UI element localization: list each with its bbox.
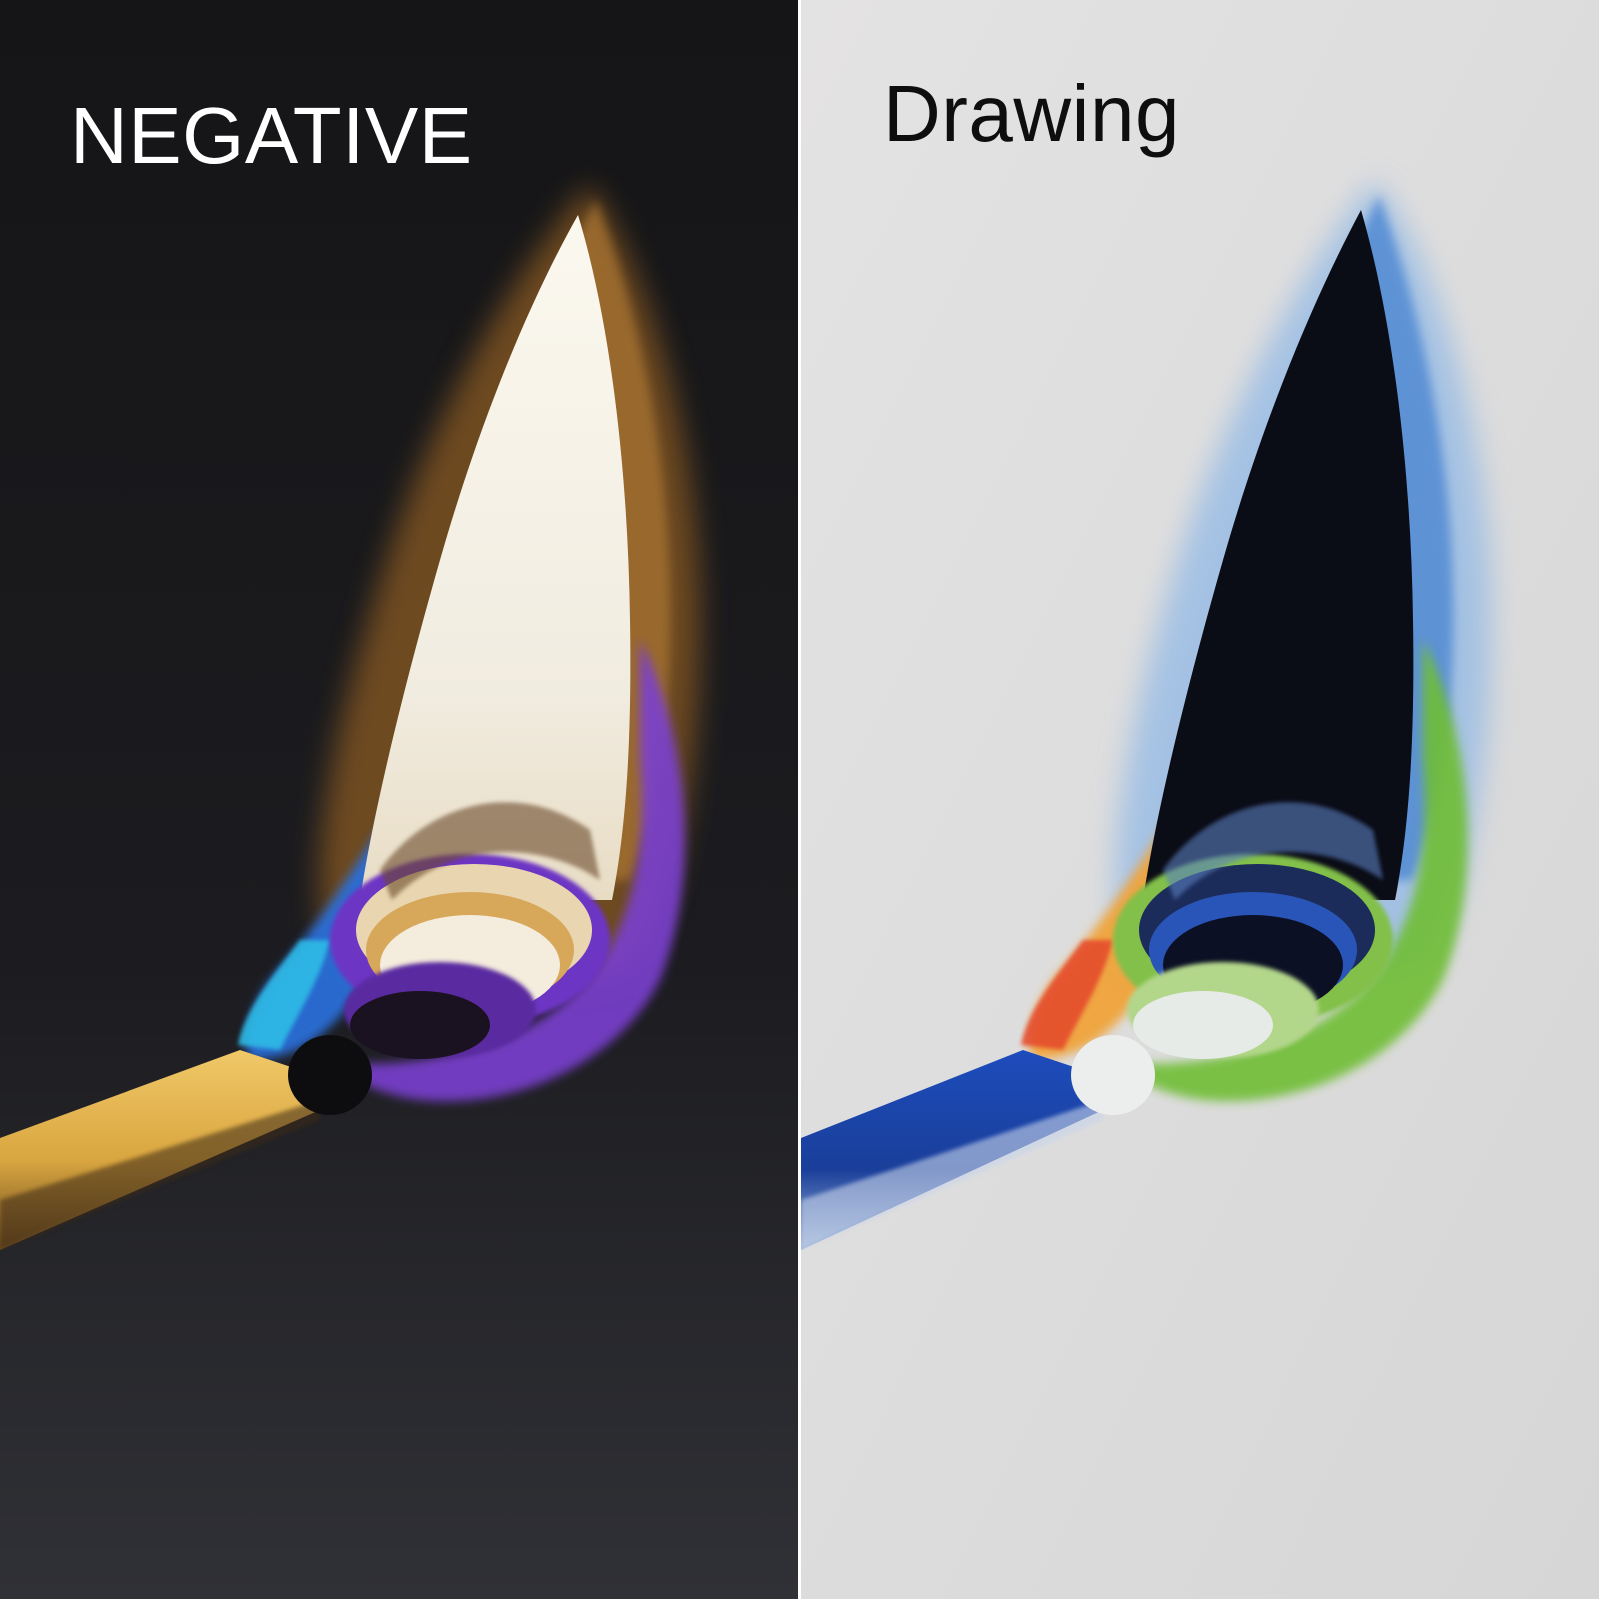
matchstick-drawing <box>801 1035 1155 1250</box>
drawing-label: Drawing <box>883 69 1180 158</box>
flame-negative <box>238 185 700 1102</box>
panel-divider <box>798 0 801 1599</box>
matchstick-negative <box>0 1035 372 1250</box>
negative-artwork <box>0 0 798 1599</box>
flame-drawing <box>1021 180 1491 1102</box>
drawing-panel: Drawing <box>801 0 1599 1599</box>
negative-panel: NEGATIVE <box>0 0 798 1599</box>
negative-label: NEGATIVE <box>70 91 473 180</box>
drawing-artwork <box>801 0 1599 1599</box>
